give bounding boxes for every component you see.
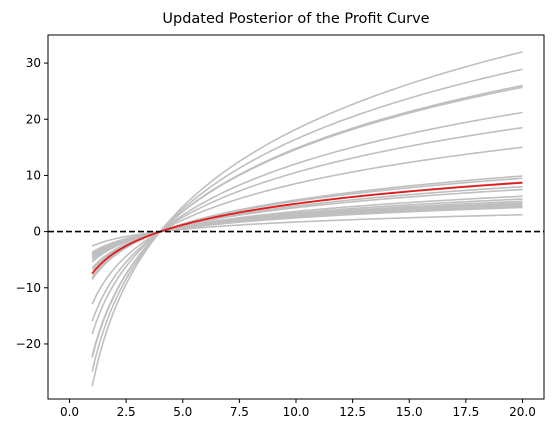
x-tick-label: 5.0: [173, 405, 192, 419]
posterior-sample-line-21: [91, 213, 523, 247]
x-tick-label: 0.0: [60, 405, 79, 419]
posterior-sample-line-6: [91, 126, 523, 322]
x-tick-label: 10.0: [283, 405, 310, 419]
x-axis: 0.0 2.5 5.0 7.5 10.0 12.5 15.0 17.5 20.0: [60, 399, 536, 419]
posterior-mean-line-group: [91, 181, 523, 275]
y-tick-label: −10: [16, 281, 41, 295]
y-tick-label: 30: [26, 56, 41, 70]
posterior-sample-lines: [91, 51, 523, 387]
x-tick-label: 15.0: [396, 405, 423, 419]
y-axis: −20 −10 0 10 20 30: [16, 56, 48, 351]
y-tick-label: −20: [16, 337, 41, 351]
x-tick-label: 2.5: [117, 405, 136, 419]
posterior-sample-line-7: [91, 146, 523, 305]
y-tick-label: 20: [26, 112, 41, 126]
posterior-sample-line-10: [91, 181, 523, 275]
chart-title: Updated Posterior of the Profit Curve: [162, 11, 429, 27]
posterior-mean-line: [91, 181, 523, 275]
y-tick-label: 0: [33, 225, 41, 239]
x-tick-label: 12.5: [339, 405, 366, 419]
posterior-sample-line-1: [91, 51, 523, 387]
y-tick-label: 10: [26, 168, 41, 182]
x-tick-label: 7.5: [230, 405, 249, 419]
x-tick-label: 17.5: [453, 405, 480, 419]
posterior-sample-line-2: [91, 68, 523, 372]
x-tick-label: 20.0: [509, 405, 536, 419]
